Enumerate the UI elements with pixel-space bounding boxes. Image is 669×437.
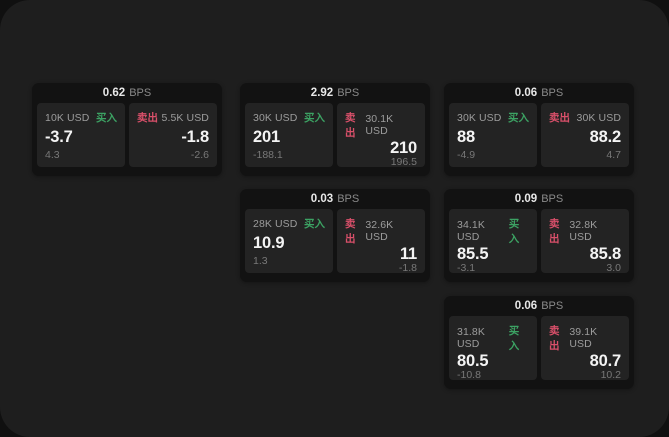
- buy-price: 201: [253, 128, 280, 146]
- quote-card-1: 0.62 BPS 10K USD 买入 -3.7 4.3 卖出 5.5K USD…: [32, 83, 222, 176]
- sell-label: 卖出: [137, 112, 158, 124]
- buy-label: 买入: [304, 112, 325, 124]
- bps-header: 0.06 BPS: [444, 83, 634, 103]
- buy-label: 买入: [304, 218, 325, 230]
- sell-tile[interactable]: 卖出 32.6K USD 11 -1.8: [337, 209, 425, 273]
- bps-header: 0.62 BPS: [32, 83, 222, 103]
- sell-tile[interactable]: 卖出 5.5K USD -1.8 -2.6: [129, 103, 217, 167]
- sell-sub-value: 10.2: [600, 368, 621, 381]
- buy-amount: 34.1K USD: [457, 219, 485, 243]
- buy-price: 85.5: [457, 245, 489, 263]
- quote-card-2: 2.92 BPS 30K USD 买入 201 -188.1 卖出 30.1K …: [240, 83, 430, 176]
- sell-amount: 30K USD: [576, 111, 621, 124]
- bps-value: 2.92: [310, 87, 334, 99]
- buy-tile[interactable]: 31.8K USD 买入 80.5 -10.8: [449, 316, 537, 380]
- sell-sub-value: -1.8: [398, 261, 417, 274]
- buy-amount: 28K USD: [253, 217, 298, 230]
- bps-value: 0.62: [102, 87, 126, 99]
- buy-label: 买入: [96, 112, 117, 124]
- buy-amount: 30K USD: [457, 111, 502, 124]
- buy-label: 买入: [508, 218, 520, 245]
- sell-price: 80.7: [589, 352, 622, 370]
- bps-value: 0.06: [514, 300, 538, 312]
- sell-tile[interactable]: 卖出 32.8K USD 85.8 3.0: [541, 209, 629, 273]
- bps-header: 0.09 BPS: [444, 189, 634, 209]
- buy-tile[interactable]: 28K USD 买入 10.9 1.3: [245, 209, 333, 273]
- buy-sub-value: -3.1: [457, 261, 476, 274]
- buy-label: 买入: [508, 325, 520, 352]
- bps-value: 0.09: [514, 193, 538, 205]
- bps-value: 0.03: [310, 193, 334, 205]
- bps-unit-label: BPS: [541, 300, 564, 312]
- bps-header: 0.03 BPS: [240, 189, 430, 209]
- sell-tile[interactable]: 卖出 39.1K USD 80.7 10.2: [541, 316, 629, 380]
- sell-label: 卖出: [549, 325, 560, 352]
- bps-header: 0.06 BPS: [444, 296, 634, 316]
- bps-value: 0.06: [514, 87, 538, 99]
- buy-amount: 30K USD: [253, 111, 298, 124]
- buy-amount: 10K USD: [45, 111, 90, 124]
- quote-card-5: 0.09 BPS 34.1K USD 买入 85.5 -3.1 卖出 32.8K…: [444, 189, 634, 282]
- sell-amount: 32.8K USD: [569, 219, 598, 243]
- buy-tile[interactable]: 30K USD 买入 201 -188.1: [245, 103, 333, 167]
- buy-tile[interactable]: 10K USD 买入 -3.7 4.3: [37, 103, 125, 167]
- quote-card-6: 0.06 BPS 31.8K USD 买入 80.5 -10.8 卖出 39.1…: [444, 296, 634, 389]
- sell-tile[interactable]: 卖出 30K USD 88.2 4.7: [541, 103, 629, 167]
- sell-label: 卖出: [345, 218, 356, 245]
- sell-sub-value: 196.5: [390, 155, 417, 168]
- quote-card-4: 0.03 BPS 28K USD 买入 10.9 1.3 卖出 32.6K US…: [240, 189, 430, 282]
- sell-tile[interactable]: 卖出 30.1K USD 210 196.5: [337, 103, 425, 167]
- buy-price: -3.7: [45, 128, 73, 146]
- sell-amount: 30.1K USD: [365, 113, 394, 137]
- bps-unit-label: BPS: [541, 87, 564, 99]
- buy-price: 80.5: [457, 352, 489, 370]
- buy-sub-value: -188.1: [253, 148, 283, 161]
- buy-price: 88: [457, 128, 475, 146]
- quote-card-3: 0.06 BPS 30K USD 买入 88 -4.9 卖出 30K USD 8…: [444, 83, 634, 176]
- sell-price: 88.2: [589, 128, 622, 146]
- buy-tile[interactable]: 30K USD 买入 88 -4.9: [449, 103, 537, 167]
- sell-label: 卖出: [549, 218, 560, 245]
- sell-amount: 5.5K USD: [161, 111, 209, 124]
- sell-price: 11: [399, 245, 417, 263]
- buy-amount: 31.8K USD: [457, 326, 485, 350]
- sell-amount: 39.1K USD: [569, 326, 598, 350]
- buy-sub-value: 1.3: [253, 254, 268, 267]
- buy-price: 10.9: [253, 234, 285, 252]
- bps-unit-label: BPS: [541, 193, 564, 205]
- buy-tile[interactable]: 34.1K USD 买入 85.5 -3.1: [449, 209, 537, 273]
- sell-label: 卖出: [345, 112, 356, 139]
- bps-header: 2.92 BPS: [240, 83, 430, 103]
- buy-sub-value: -4.9: [457, 148, 476, 161]
- buy-label: 买入: [508, 112, 529, 124]
- bps-unit-label: BPS: [337, 193, 360, 205]
- sell-amount: 32.6K USD: [365, 219, 394, 243]
- bps-unit-label: BPS: [129, 87, 152, 99]
- sell-price: -1.8: [181, 128, 209, 146]
- sell-sub-value: 4.7: [606, 148, 621, 161]
- buy-sub-value: 4.3: [45, 148, 60, 161]
- sell-price: 210: [390, 139, 417, 157]
- sell-price: 85.8: [589, 245, 622, 263]
- buy-sub-value: -10.8: [457, 368, 481, 381]
- sell-label: 卖出: [549, 112, 570, 124]
- sell-sub-value: -2.6: [190, 148, 209, 161]
- sell-sub-value: 3.0: [606, 261, 621, 274]
- bps-unit-label: BPS: [337, 87, 360, 99]
